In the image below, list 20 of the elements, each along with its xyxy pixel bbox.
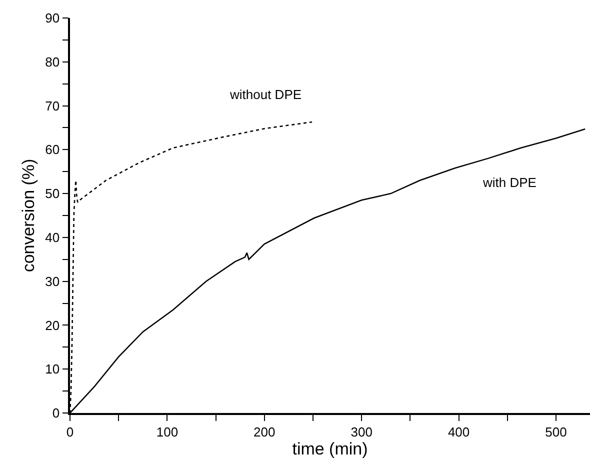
x-tick-label: 400 [448, 424, 470, 440]
y-tick-label: 50 [45, 186, 60, 202]
y-axis-title: conversion (%) [19, 158, 38, 272]
x-tick-label: 100 [156, 424, 178, 440]
series-label: without DPE [229, 87, 302, 102]
y-tick-label: 90 [45, 10, 60, 26]
y-tick-label: 40 [45, 230, 60, 245]
x-tick-label: 500 [545, 424, 567, 440]
y-tick-label: 10 [45, 362, 60, 377]
x-tick-label: 200 [254, 424, 276, 440]
y-tick-label: 20 [45, 318, 60, 333]
y-tick-label: 80 [45, 54, 60, 70]
x-tick-label: 300 [350, 424, 372, 440]
x-tick-label: 0 [66, 424, 74, 440]
y-tick-label: 70 [45, 98, 60, 114]
y-tick-label: 30 [45, 274, 60, 289]
y-tick-label: 60 [45, 142, 60, 158]
series-label: with DPE [482, 175, 537, 190]
x-axis-title: time (min) [292, 439, 368, 458]
y-tick-label: 0 [52, 406, 60, 421]
